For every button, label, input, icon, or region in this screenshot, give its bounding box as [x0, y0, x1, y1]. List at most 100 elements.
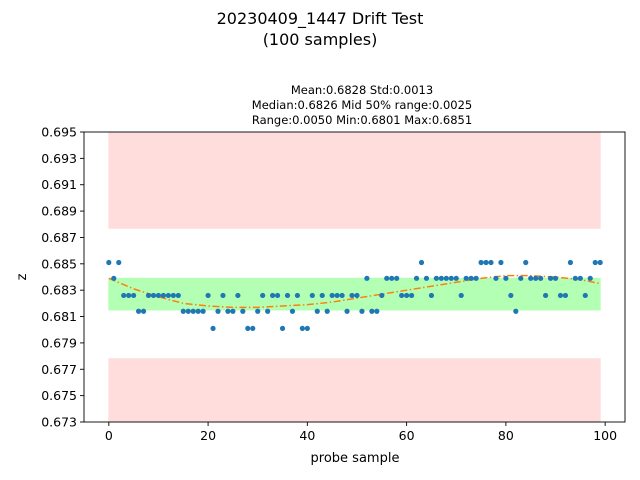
- data-point: [508, 292, 514, 299]
- data-point: [334, 292, 340, 299]
- data-point: [443, 275, 449, 281]
- data-point: [478, 259, 484, 266]
- data-point: [458, 292, 464, 299]
- data-point: [190, 308, 196, 314]
- x-tick-label: 40: [299, 428, 315, 443]
- data-point: [274, 292, 281, 299]
- data-point: [195, 308, 201, 314]
- data-point: [294, 292, 301, 299]
- y-tick-label: 0.679: [41, 335, 77, 350]
- data-point: [175, 292, 181, 299]
- data-point: [270, 292, 276, 299]
- x-tick-label: 0: [105, 428, 113, 443]
- data-point: [135, 308, 142, 314]
- data-point: [235, 292, 241, 299]
- y-axis-label: z: [15, 273, 30, 280]
- figure-title-line1: 20230409_1447 Drift Test: [217, 9, 424, 29]
- y-tick-label: 0.689: [41, 204, 77, 219]
- data-point: [180, 308, 186, 314]
- data-point: [567, 259, 574, 266]
- data-point: [433, 275, 439, 281]
- data-point: [111, 275, 117, 281]
- data-point: [364, 275, 370, 281]
- y-tick-label: 0.683: [41, 283, 77, 298]
- data-point: [592, 259, 598, 266]
- data-point: [126, 292, 132, 299]
- data-point: [309, 292, 315, 299]
- data-point: [577, 275, 583, 281]
- data-point: [121, 292, 127, 299]
- data-point: [225, 308, 231, 314]
- data-point: [463, 275, 469, 281]
- data-point: [150, 292, 157, 299]
- data-point: [339, 292, 345, 299]
- data-point: [299, 325, 305, 332]
- data-point: [205, 292, 211, 299]
- data-point: [220, 292, 226, 299]
- data-point: [518, 275, 524, 281]
- data-point: [369, 308, 375, 314]
- data-point: [374, 308, 380, 314]
- data-point: [547, 275, 554, 281]
- data-point: [389, 275, 395, 281]
- data-point: [557, 292, 564, 299]
- data-point: [408, 292, 415, 299]
- data-point: [453, 275, 459, 281]
- x-tick-label: 80: [498, 428, 514, 443]
- data-point: [423, 275, 430, 281]
- data-point: [523, 259, 529, 266]
- data-point: [289, 308, 296, 314]
- data-point: [503, 275, 509, 281]
- y-tick-label: 0.685: [41, 256, 77, 271]
- stats-line2: Median:0.6826 Mid 50% range:0.0025: [252, 98, 472, 112]
- x-axis-label: probe sample: [311, 451, 400, 466]
- y-tick-label: 0.691: [41, 177, 77, 192]
- plot-area: 0 20 40 60 80 100 0.673 0.675 0.677 0.679 0.681 0.6…: [41, 125, 626, 443]
- data-point: [314, 308, 320, 314]
- data-point: [483, 259, 489, 266]
- data-point: [344, 308, 350, 314]
- data-point: [200, 308, 206, 314]
- data-point: [498, 259, 504, 266]
- data-point: [473, 275, 479, 281]
- data-point: [582, 292, 588, 299]
- data-point: [394, 275, 400, 281]
- data-point: [413, 275, 420, 281]
- data-point: [131, 292, 137, 299]
- data-point: [513, 308, 519, 314]
- data-point: [552, 275, 559, 281]
- stats-line3: Range:0.0050 Min:0.6801 Max:0.6851: [252, 113, 472, 127]
- data-point: [265, 308, 271, 314]
- data-point: [140, 308, 147, 314]
- data-point: [210, 325, 216, 332]
- data-point: [418, 259, 425, 266]
- y-tick-label: 0.687: [41, 230, 77, 245]
- data-point: [354, 292, 360, 299]
- data-point: [428, 292, 435, 299]
- y-tick-label: 0.695: [41, 125, 77, 140]
- data-point: [260, 292, 266, 299]
- data-point: [250, 325, 256, 332]
- y-tick-label: 0.677: [41, 362, 77, 377]
- data-point: [572, 275, 578, 281]
- trend-line: [108, 274, 601, 309]
- data-point: [230, 308, 236, 314]
- y-tick-label: 0.681: [41, 309, 77, 324]
- data-point: [145, 292, 152, 299]
- data-point: [160, 292, 167, 299]
- data-point: [106, 259, 112, 266]
- y-tick-label: 0.675: [41, 388, 77, 403]
- data-point: [379, 292, 385, 299]
- data-point: [284, 292, 291, 299]
- band-upper-limit: [108, 131, 601, 229]
- data-point: [597, 259, 603, 266]
- data-point: [399, 292, 405, 299]
- data-point: [215, 308, 221, 314]
- band-lower-limit: [108, 358, 601, 423]
- data-point: [324, 308, 330, 314]
- data-point: [304, 325, 310, 332]
- data-point: [155, 292, 162, 299]
- x-tick-label: 20: [200, 428, 216, 443]
- data-point: [468, 275, 474, 281]
